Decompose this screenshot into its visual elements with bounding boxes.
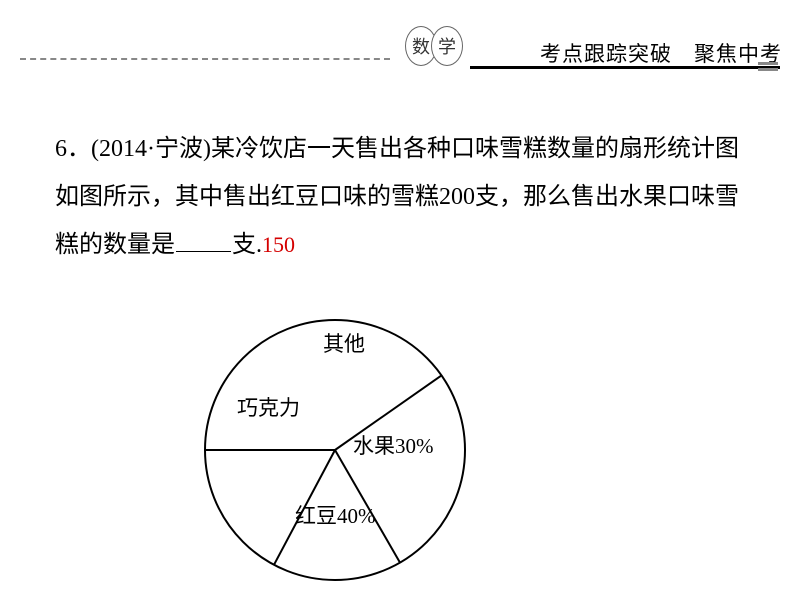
header-underline [470, 66, 780, 69]
question-source-city: 宁波 [155, 136, 203, 162]
question-qty-200: 200 [439, 184, 475, 210]
question-number: 6． [55, 136, 91, 162]
subject-char-2: 学 [431, 26, 463, 66]
question-text: 6．(2014·宁波)某冷饮店一天售出各种口味雪糕数量的扇形统计图如图所示，其中… [55, 125, 755, 269]
header-corner-decoration [758, 62, 778, 74]
question-blank-suffix: 支. [232, 232, 262, 258]
answer-blank [176, 226, 231, 252]
pie-label-0: 红豆40% [295, 500, 376, 530]
pie-label-3: 巧克力 [237, 392, 300, 422]
page-header: 数 学 考点跟踪突破 聚焦中考 [0, 18, 794, 68]
question-source-open: (2014· [91, 136, 155, 162]
header-title: 考点跟踪突破 聚焦中考 [540, 38, 782, 68]
question-source-close: ) [203, 136, 211, 162]
answer-value: 150 [262, 232, 295, 257]
pie-chart: 红豆40% 水果30% 其他巧克力 [195, 310, 475, 590]
pie-label-1: 水果30% [353, 430, 434, 460]
header-dashed-rule [20, 58, 390, 60]
subject-badge: 数 学 [405, 26, 463, 66]
pie-label-2: 其他 [323, 328, 365, 358]
